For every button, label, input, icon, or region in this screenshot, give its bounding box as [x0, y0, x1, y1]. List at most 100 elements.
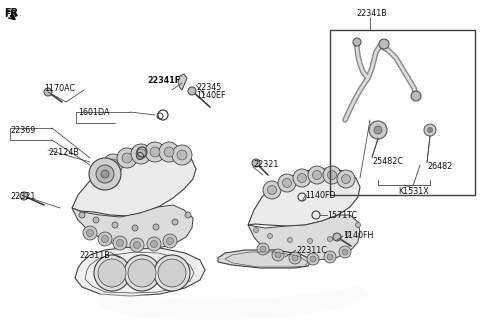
Circle shape: [307, 253, 319, 265]
Polygon shape: [72, 205, 193, 249]
Circle shape: [424, 124, 436, 136]
Circle shape: [117, 239, 123, 247]
Circle shape: [346, 232, 350, 236]
Circle shape: [310, 256, 316, 262]
Circle shape: [101, 170, 109, 178]
Circle shape: [151, 240, 157, 248]
Text: 22369: 22369: [10, 126, 36, 135]
Circle shape: [79, 212, 85, 218]
Circle shape: [293, 169, 311, 187]
Circle shape: [411, 91, 421, 101]
Circle shape: [101, 236, 108, 242]
Circle shape: [96, 165, 114, 183]
Circle shape: [272, 249, 284, 261]
Text: 1140FD: 1140FD: [305, 191, 336, 200]
Circle shape: [172, 219, 178, 225]
Circle shape: [283, 178, 291, 188]
Circle shape: [263, 181, 281, 199]
Circle shape: [172, 145, 192, 165]
Circle shape: [428, 128, 432, 133]
Circle shape: [327, 236, 333, 241]
Circle shape: [44, 88, 52, 96]
Circle shape: [288, 237, 292, 242]
Text: 1571TC: 1571TC: [327, 211, 357, 220]
Circle shape: [117, 148, 137, 168]
Circle shape: [252, 159, 260, 167]
Circle shape: [327, 254, 333, 260]
Circle shape: [86, 230, 94, 236]
Circle shape: [98, 259, 126, 287]
Text: FR: FR: [4, 8, 18, 18]
Circle shape: [133, 241, 141, 249]
Bar: [330, 30, 475, 195]
Circle shape: [93, 217, 99, 223]
Circle shape: [323, 166, 341, 184]
Circle shape: [339, 246, 351, 258]
Circle shape: [112, 222, 118, 228]
Circle shape: [130, 238, 144, 252]
Circle shape: [298, 174, 307, 182]
Circle shape: [353, 38, 361, 46]
Circle shape: [333, 233, 341, 241]
Circle shape: [369, 121, 387, 139]
Circle shape: [260, 246, 266, 252]
Text: 22321: 22321: [10, 192, 36, 201]
Circle shape: [163, 234, 177, 248]
Text: 1170AC: 1170AC: [44, 84, 75, 93]
Circle shape: [89, 158, 121, 190]
Text: 1140FH: 1140FH: [343, 231, 373, 240]
Circle shape: [94, 255, 130, 291]
Circle shape: [98, 232, 112, 246]
Circle shape: [324, 251, 336, 263]
Text: 22345: 22345: [196, 83, 221, 92]
Circle shape: [164, 147, 174, 157]
Text: 22341B: 22341B: [356, 9, 387, 18]
Circle shape: [356, 222, 360, 228]
Text: 1140EF: 1140EF: [196, 91, 226, 100]
Polygon shape: [248, 215, 360, 260]
Circle shape: [275, 252, 281, 258]
Circle shape: [113, 236, 127, 250]
Polygon shape: [218, 250, 312, 268]
Polygon shape: [248, 169, 360, 226]
Text: FR: FR: [4, 10, 17, 19]
Circle shape: [312, 171, 322, 179]
Polygon shape: [75, 247, 205, 296]
Polygon shape: [100, 285, 370, 320]
Circle shape: [122, 153, 132, 163]
Polygon shape: [72, 148, 196, 216]
Circle shape: [153, 224, 159, 230]
Circle shape: [124, 255, 160, 291]
Circle shape: [83, 226, 97, 240]
Circle shape: [154, 255, 190, 291]
Circle shape: [308, 238, 312, 243]
Text: 1601DA: 1601DA: [78, 108, 109, 117]
Circle shape: [177, 150, 187, 160]
Text: 26482: 26482: [427, 162, 452, 171]
Circle shape: [278, 174, 296, 192]
Circle shape: [379, 39, 389, 49]
Circle shape: [147, 237, 161, 251]
Text: 22311B: 22311B: [79, 251, 110, 260]
Circle shape: [337, 170, 355, 188]
Circle shape: [267, 186, 276, 195]
Circle shape: [267, 234, 273, 238]
Circle shape: [128, 259, 156, 287]
Circle shape: [108, 159, 118, 169]
Circle shape: [158, 259, 186, 287]
Circle shape: [253, 228, 259, 233]
Circle shape: [136, 149, 146, 159]
Circle shape: [188, 87, 196, 95]
Circle shape: [308, 166, 326, 184]
Circle shape: [132, 225, 138, 231]
Circle shape: [20, 192, 28, 200]
Circle shape: [327, 171, 336, 179]
Circle shape: [150, 147, 160, 157]
Circle shape: [185, 212, 191, 218]
Circle shape: [289, 252, 301, 264]
Circle shape: [341, 174, 350, 183]
Circle shape: [159, 142, 179, 162]
Polygon shape: [178, 74, 187, 90]
Text: 22321: 22321: [253, 160, 278, 169]
Text: 22341F: 22341F: [147, 76, 180, 85]
